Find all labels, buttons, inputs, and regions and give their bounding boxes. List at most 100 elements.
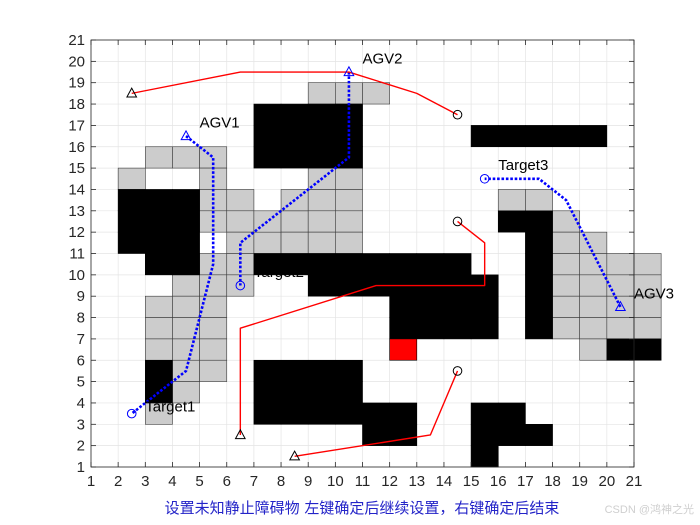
x-tick-label: 6 [223, 473, 231, 490]
explored-cell [145, 146, 173, 169]
path-agv3 [484, 177, 622, 308]
obstacle-cell [307, 274, 336, 297]
y-tick-label: 10 [68, 267, 85, 284]
annotations: AGV1 AGV2 AGV3 Target1 Target2 Target3 [145, 50, 674, 415]
obstacle-cell [172, 210, 200, 233]
explored-cell [172, 274, 200, 297]
explored-cell [172, 338, 200, 361]
explored-cell [633, 253, 662, 276]
obstacle-cell [525, 125, 553, 148]
x-tick-label: 18 [544, 473, 561, 490]
obstacle-cell [389, 402, 418, 425]
x-tick-label: 17 [517, 473, 534, 490]
obstacle-cell [117, 189, 146, 212]
obstacle-cell [280, 103, 309, 126]
obstacle-cell [470, 295, 499, 318]
obstacle-cell [606, 338, 635, 361]
explored-cell [579, 274, 608, 297]
path-lines [130, 71, 622, 458]
obstacle-cell [416, 295, 445, 318]
obstacle-cell [416, 317, 445, 340]
explored-cell [606, 317, 635, 340]
explored-cell [307, 210, 336, 233]
obstacle-cell [307, 253, 336, 276]
goal-marker [452, 216, 463, 227]
explored-cell [172, 317, 200, 340]
obstacle-cell [172, 189, 200, 212]
new-obstacle-cell [389, 338, 418, 361]
explored-cell [552, 210, 580, 233]
map-cells [117, 82, 662, 468]
watermark: CSDN @鸿神之光 [605, 502, 694, 516]
obstacle-cell [497, 402, 526, 425]
y-tick-label: 15 [68, 160, 85, 177]
obstacle-cell [253, 359, 282, 382]
obstacle-cell [253, 103, 282, 126]
obstacle-cell [335, 381, 363, 404]
obstacle-cell [470, 125, 499, 148]
obstacle-cell [525, 274, 553, 297]
explored-cell [552, 274, 580, 297]
explored-cell [335, 210, 363, 233]
explored-cell [307, 189, 336, 212]
obstacle-cell [470, 423, 499, 446]
y-tick-label: 17 [68, 117, 85, 134]
x-tick-label: 2 [114, 473, 122, 490]
obstacle-cell [253, 146, 282, 169]
obstacle-cell [389, 423, 418, 446]
path-agv2 [239, 72, 351, 286]
path-line-5 [294, 370, 459, 458]
annotation-target2: Target2 [254, 264, 304, 281]
explored-cell [335, 167, 363, 190]
x-tick-label: 10 [327, 473, 344, 490]
obstacle-cell [525, 210, 553, 233]
obstacle-cell [470, 317, 499, 340]
explored-cell [552, 295, 580, 318]
explored-cell [579, 338, 608, 361]
y-tick-label: 7 [77, 331, 85, 348]
obstacle-cell [335, 253, 363, 276]
y-tick-label: 14 [68, 181, 85, 198]
x-tick-label: 20 [599, 473, 616, 490]
goal-marker [126, 408, 137, 419]
explored-cell [497, 189, 526, 212]
obstacle-cell [389, 253, 418, 276]
annotation-target3: Target3 [498, 157, 548, 174]
obstacle-cell [579, 125, 608, 148]
x-tick-label: 5 [195, 473, 203, 490]
explored-cell [199, 338, 228, 361]
start-marker [614, 300, 627, 311]
obstacle-cell [117, 231, 146, 254]
y-tick-label: 2 [77, 438, 85, 455]
obstacle-cell [525, 253, 553, 276]
obstacle-cell [633, 338, 662, 361]
obstacle-cell [497, 125, 526, 148]
explored-cell [172, 146, 200, 169]
explored-cell [307, 82, 336, 105]
explored-cell [117, 167, 146, 190]
y-tick-label: 4 [77, 395, 85, 412]
obstacle-cell [307, 146, 336, 169]
explored-cell [552, 317, 580, 340]
obstacle-cell [497, 423, 526, 446]
goal-marker [452, 366, 463, 376]
obstacle-cell [335, 359, 363, 382]
y-tick-label: 11 [69, 246, 85, 263]
start-marker [126, 87, 138, 98]
obstacle-cell [335, 402, 363, 425]
goal-marker [235, 280, 246, 291]
obstacle-cell [307, 402, 336, 425]
explored-cell [226, 274, 255, 297]
explored-cell [199, 274, 228, 297]
obstacle-cell [253, 125, 282, 148]
x-tick-label: 16 [490, 473, 507, 490]
explored-cell [579, 317, 608, 340]
x-tick-label: 8 [277, 473, 285, 490]
explored-cell [335, 231, 363, 254]
obstacle-cell [525, 317, 553, 340]
path-line-3 [131, 71, 458, 116]
obstacle-cell [443, 295, 472, 318]
y-tick-label: 13 [68, 203, 85, 220]
explored-cell [199, 317, 228, 340]
